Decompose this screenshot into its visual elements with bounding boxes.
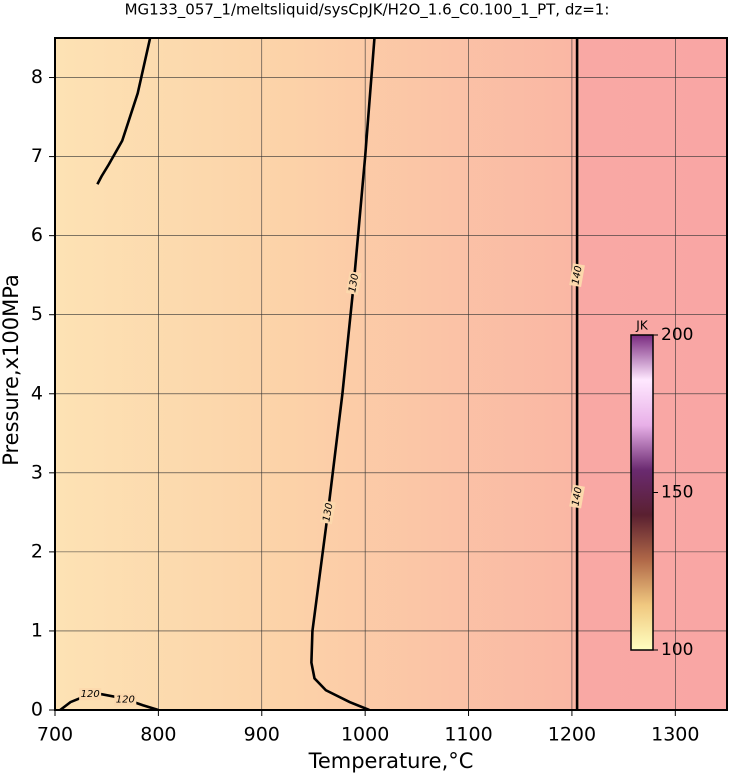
y-tick-label: 3 — [31, 461, 43, 483]
colorbar-label: JK — [635, 319, 649, 333]
contour-line — [310, 38, 376, 710]
contour-label-bg — [569, 484, 585, 509]
x-tick-label: 1200 — [548, 724, 596, 746]
contour-label-group: 140 — [569, 484, 585, 509]
contour-label-bg — [345, 271, 362, 295]
contour-label: 130 — [321, 502, 335, 523]
contour-label-bg — [569, 263, 585, 288]
y-axis-label: Pressure,x100MPa — [0, 274, 23, 466]
y-tick-label: 6 — [31, 224, 43, 246]
x-axis-label: Temperature,°C — [308, 749, 474, 773]
x-tick-label: 900 — [244, 724, 280, 746]
colorbar — [630, 334, 654, 651]
x-tick-label: 700 — [37, 724, 73, 746]
contour-line — [96, 38, 152, 185]
contour-line — [59, 692, 159, 710]
contour-label-group: 130 — [320, 500, 336, 525]
colorbar-tick-label: 200 — [661, 325, 693, 345]
contour-label-group: 120 — [114, 693, 137, 706]
plot-background — [55, 38, 727, 710]
y-tick-label: 7 — [31, 145, 43, 167]
x-tick-label: 1100 — [444, 724, 492, 746]
x-tick-label: 1300 — [651, 724, 699, 746]
y-tick-label: 5 — [31, 303, 43, 325]
contour-label: 130 — [347, 273, 361, 294]
contour-label: 120 — [81, 689, 100, 700]
contour-label: 140 — [571, 265, 585, 286]
contour-label-group: 120 — [79, 688, 102, 701]
y-tick-label: 4 — [31, 382, 43, 404]
contour-label-group: 130 — [345, 271, 362, 295]
contour-label: 120 — [116, 695, 135, 706]
colorbar-tick-label: 150 — [661, 483, 693, 503]
plot-frame — [54, 37, 728, 711]
contour-label-bg — [114, 693, 137, 706]
contour-label-group: 140 — [569, 263, 585, 288]
y-tick-label: 1 — [31, 619, 43, 641]
y-tick-label: 2 — [31, 540, 43, 562]
x-tick-label: 800 — [140, 724, 176, 746]
x-tick-label: 1000 — [341, 724, 389, 746]
contour-label: 140 — [571, 486, 585, 507]
contour-label-bg — [79, 688, 102, 701]
chart-title: MG133_057_1/meltsliquid/sysCpJK/H2O_1.6_… — [125, 1, 610, 20]
y-tick-label: 8 — [31, 66, 43, 88]
contour-label-bg — [320, 500, 336, 525]
colorbar-tick-label: 100 — [661, 640, 693, 660]
y-tick-label: 0 — [31, 699, 43, 721]
